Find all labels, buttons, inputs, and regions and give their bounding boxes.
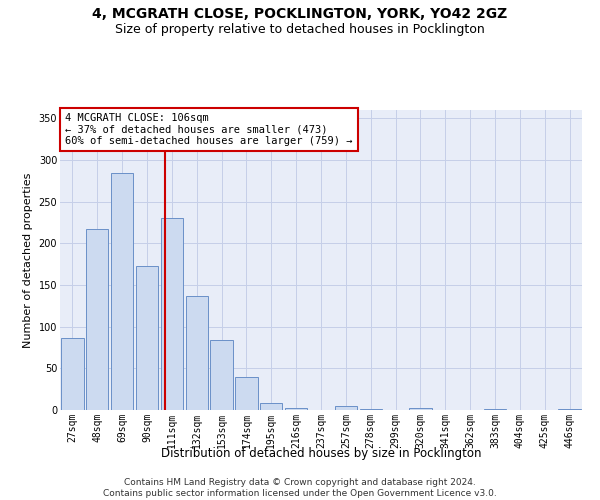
Bar [211,340,233,410]
Bar [409,408,431,410]
Bar [484,409,506,410]
Text: Size of property relative to detached houses in Pocklington: Size of property relative to detached ho… [115,22,485,36]
Bar [335,406,357,410]
Text: 4, MCGRATH CLOSE, POCKLINGTON, YORK, YO42 2GZ: 4, MCGRATH CLOSE, POCKLINGTON, YORK, YO4… [92,8,508,22]
Text: Distribution of detached houses by size in Pocklington: Distribution of detached houses by size … [161,448,481,460]
Bar [185,296,208,410]
Y-axis label: Number of detached properties: Number of detached properties [23,172,33,348]
Bar [559,409,581,410]
Bar [359,409,382,410]
Bar [260,402,283,410]
Bar [136,266,158,410]
Bar [161,218,183,410]
Text: Contains HM Land Registry data © Crown copyright and database right 2024.
Contai: Contains HM Land Registry data © Crown c… [103,478,497,498]
Text: 4 MCGRATH CLOSE: 106sqm
← 37% of detached houses are smaller (473)
60% of semi-d: 4 MCGRATH CLOSE: 106sqm ← 37% of detache… [65,113,353,146]
Bar [111,174,133,410]
Bar [86,229,109,410]
Bar [235,376,257,410]
Bar [61,338,83,410]
Bar [285,408,307,410]
